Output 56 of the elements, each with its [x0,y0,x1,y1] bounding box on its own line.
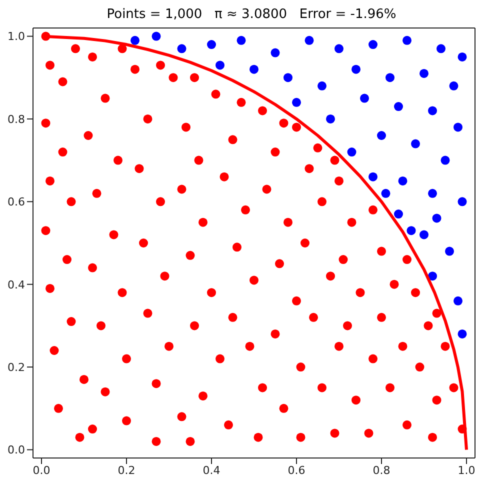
y-tick-label: 0.8 [8,112,25,126]
point [436,44,446,54]
x-tick-label: 0.2 [118,464,136,477]
point [347,148,356,157]
point [458,197,467,206]
point [428,272,437,281]
point [216,60,224,70]
point [360,94,369,103]
point [292,98,301,107]
point [318,81,326,90]
point [177,44,186,54]
x-tick-label: 0.0 [32,464,50,477]
y-tick-label: 0.6 [8,196,25,209]
x-tick-label: 0.6 [288,464,306,477]
point [454,122,462,132]
point [207,40,216,50]
point [420,230,428,240]
point [458,52,467,62]
point [284,73,292,82]
point [368,172,378,182]
point [352,64,360,74]
point [152,32,161,41]
x-tick-label: 0.8 [372,464,390,477]
point [270,48,280,58]
y-tick-label: 1.0 [8,30,25,44]
point [386,73,394,82]
y-tick-label: 0.0 [8,444,25,457]
point [398,176,408,186]
point [368,40,378,50]
point [304,36,314,45]
y-tick-label: 0.2 [8,360,25,374]
point [449,81,458,90]
y-tick-label: 0.4 [8,278,25,292]
point [381,188,390,198]
point [326,114,335,124]
point [394,102,403,112]
point [377,131,386,140]
point [454,296,462,306]
point [428,188,437,198]
point [406,226,416,236]
point [458,329,467,338]
x-tick-label: 1.0 [458,464,476,477]
point [420,68,428,78]
point [250,64,258,74]
point [445,246,454,256]
point [411,139,420,148]
point [402,36,412,45]
point [334,44,344,54]
x-tick-label: 0.4 [202,464,220,477]
point [394,210,403,219]
point [236,36,246,45]
point [130,36,140,45]
point [432,214,442,223]
point [428,106,437,116]
point [440,156,450,165]
chart-title: Points = 1,000 π ≈ 3.0800 Error = -1.96% [106,6,398,24]
